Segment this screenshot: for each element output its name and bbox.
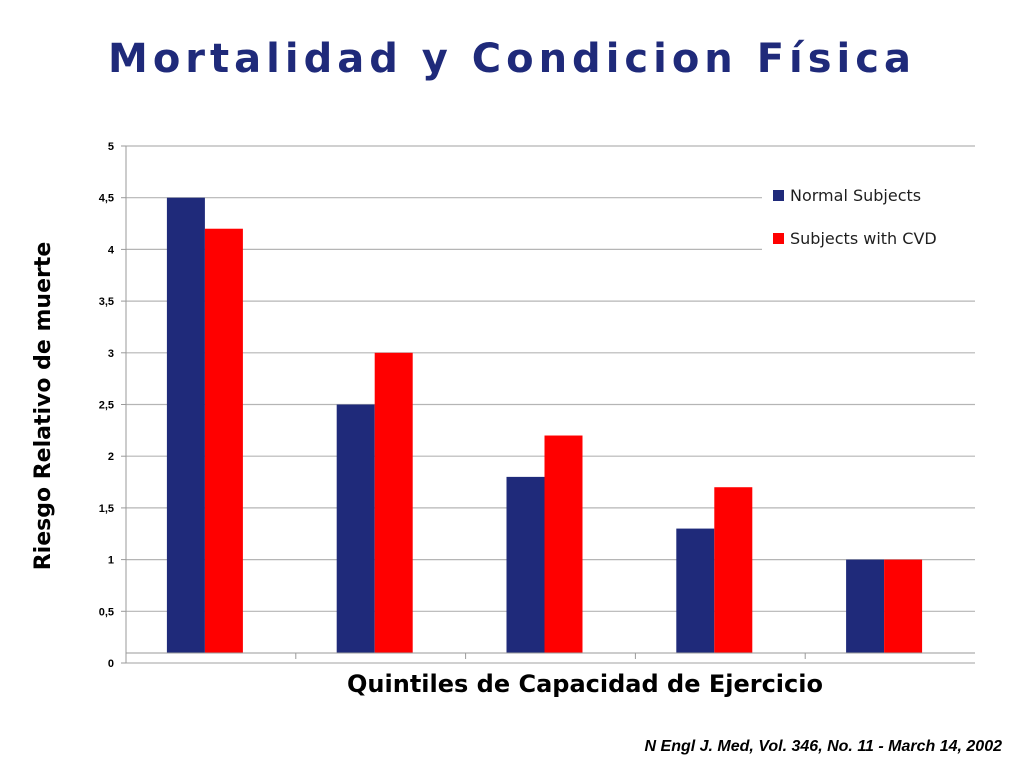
- y-axis-title: Riesgo Relativo de muerte: [31, 242, 56, 571]
- y-tick-label: 2: [108, 451, 114, 463]
- slide-title: Mortalidad y Condicion Física: [108, 36, 916, 82]
- y-tick-label: 5: [108, 141, 114, 153]
- y-tick-label: 4: [108, 244, 115, 256]
- legend-background: [762, 178, 976, 254]
- citation: N Engl J. Med, Vol. 346, No. 11 - March …: [644, 738, 1002, 755]
- y-tick-label: 1: [108, 555, 114, 567]
- bar-normal-q3: [506, 476, 545, 653]
- bar-normal-q2: [336, 404, 375, 653]
- y-axis-ticks: 0 0,5 1 1,5 2 2,5 3 3,5 4 4,5 5: [99, 141, 127, 670]
- bar-cvd-q1: [204, 228, 243, 653]
- y-tick-label: 1,5: [99, 503, 114, 515]
- y-tick-label: 0: [108, 658, 114, 670]
- bar-cvd-q4: [714, 487, 753, 653]
- legend-label: Normal Subjects: [790, 186, 921, 205]
- chart-bars: [166, 197, 923, 653]
- x-axis: [126, 652, 975, 659]
- y-tick-label: 3: [108, 348, 114, 360]
- y-tick-label: 3,5: [99, 296, 114, 308]
- y-tick-label: 0,5: [99, 606, 114, 618]
- y-tick-label: 2,5: [99, 400, 114, 412]
- bar-cvd-q3: [544, 435, 583, 653]
- bar-normal-q1: [166, 197, 205, 653]
- legend-swatch: [773, 233, 784, 244]
- legend-swatch: [773, 190, 784, 201]
- legend-label: Subjects with CVD: [790, 229, 937, 248]
- legend: Normal Subjects Subjects with CVD: [762, 178, 976, 254]
- bar-cvd-q5: [884, 559, 923, 653]
- x-axis-title: Quintiles de Capacidad de Ejercicio: [347, 670, 823, 698]
- bar-normal-q4: [676, 528, 715, 653]
- bar-cvd-q2: [374, 352, 413, 653]
- y-tick-label: 4,5: [99, 193, 114, 205]
- bar-normal-q5: [846, 559, 885, 653]
